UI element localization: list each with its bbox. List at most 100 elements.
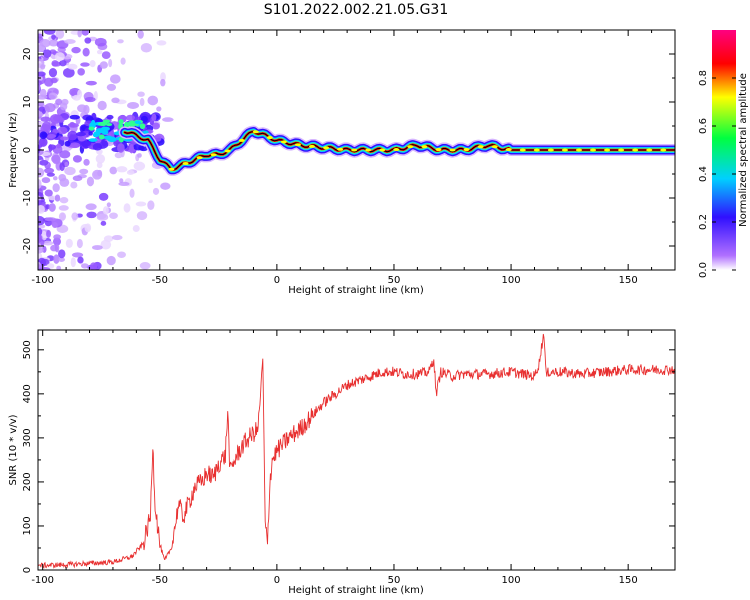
noise-blob [38,71,46,77]
ridge-layer-5 [124,131,675,171]
noise-blob [56,265,62,270]
noise-blob [54,194,61,202]
noise-blob [84,37,92,44]
snr-x-axis: -100 -50 0 50 100 150 [31,330,676,586]
ridge-peak [491,145,498,149]
noise-blob [132,225,140,233]
noise-blob [53,176,58,181]
snr-line [38,333,675,569]
noise-blob [100,239,112,250]
ridge-peak [646,148,653,152]
x-tick-label: -100 [31,575,54,586]
noise-blob [64,140,71,147]
noise-blob [46,263,55,269]
noise-blob [39,38,51,48]
y-tick-label: 500 [22,340,33,359]
snr-frame [37,329,676,571]
ridge-peak [463,148,470,152]
noise-blob [39,159,49,166]
spectrogram-y-label: Frequency (Hz) [8,112,19,188]
ridge-peak [337,147,344,151]
ridge-peak [168,167,175,171]
noise-blob [81,30,90,36]
noise-blob [96,161,103,169]
noise-blob [91,245,103,251]
noise-blob [52,222,58,229]
noise-blob [139,97,145,107]
snr-y-axis: 0 100 200 300 400 500 [22,340,675,573]
noise-blob [57,126,68,135]
noise-blob [107,136,117,143]
noise-blob [106,202,111,208]
noise-blob [64,39,76,44]
noise-blob [71,252,84,258]
noise-blob [84,96,96,103]
noise-blob [38,179,42,189]
noise-blob [77,68,85,76]
noise-blob [160,78,166,87]
noise-blob [137,153,142,158]
noise-blob [109,212,118,219]
noise-blob [89,262,98,270]
noise-blob [51,61,62,67]
noise-blob [62,67,75,78]
colorbar: 0.0 0.2 0.4 0.6 0.8 Normalized spectral ampl… [698,30,749,278]
y-tick-label: 400 [22,384,33,403]
noise-blob [136,211,148,221]
noise-blob [69,114,80,120]
noise-blob [80,62,90,67]
noise-blob [38,246,44,254]
snr-y-label: SNR (10 * v/v) [8,414,19,485]
y-tick-label: 300 [22,428,33,447]
noise-blob [53,114,63,122]
noise-blob [96,49,103,55]
y-tick-label: 0 [22,147,33,153]
snr-x-label: Height of straight line (km) [288,585,424,596]
noise-blob [92,169,103,180]
noise-blob [97,121,108,127]
noise-blob [137,91,145,97]
noise-blob [50,77,58,84]
ridge-peak [393,148,400,152]
ridge-peak [210,153,217,157]
noise-blob [92,132,99,138]
noise-blob [48,144,53,152]
noise-blob [59,59,67,67]
snr-panel: -100 -50 0 50 100 150 0 100 200 300 400 500 Height… [8,329,676,596]
noise-blob [38,101,45,107]
noise-blob [44,217,57,222]
ridge-peak [309,144,316,148]
noise-blob [98,192,109,201]
noise-blob [156,40,167,46]
noise-blob [77,256,84,264]
x-tick-label: 0 [274,575,280,586]
noise-blob [106,255,116,266]
noise-blob [59,177,70,187]
ridge-peak [294,143,301,147]
noise-blob [53,254,60,264]
noise-blob [93,90,98,101]
ridge-peak [323,146,330,150]
noise-blob [156,106,162,112]
ridge-peak [519,148,526,152]
noise-blob [152,187,160,195]
noise-blob [101,51,111,60]
noise-blob [38,94,48,100]
noise-blob [77,30,82,38]
ridge-peak [435,148,442,152]
noise-blob [41,132,48,138]
noise-blob [46,172,55,177]
noise-blob [89,60,96,68]
spectrogram-x-label: Height of straight line (km) [288,285,424,296]
noise-blob [77,89,83,99]
ridge-peak [505,148,512,152]
noise-blob [40,64,46,70]
ridge-peak [365,148,372,152]
noise-blob [52,237,61,246]
noise-blob [109,166,118,175]
noise-blob [133,161,146,171]
noise-blob [71,212,79,221]
noise-blob [118,119,124,125]
noise-blob [86,211,97,219]
